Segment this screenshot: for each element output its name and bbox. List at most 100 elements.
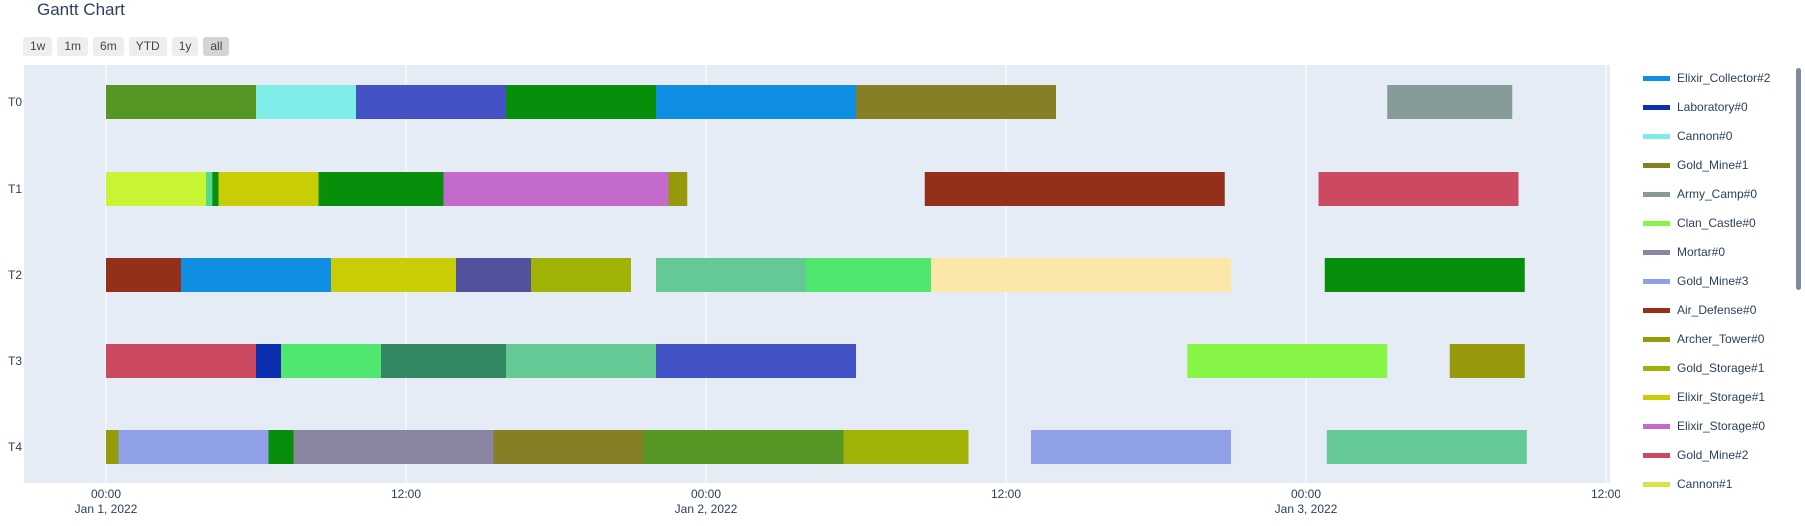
x-tick-label: 00:00 [1291, 487, 1321, 501]
legend: Elixir_Collector#2 Laboratory#0 Cannon#0 Go… [1643, 68, 1793, 488]
gantt-bar [806, 258, 931, 292]
legend-item[interactable]: Clan_Castle#0 [1643, 213, 1756, 233]
legend-swatch [1643, 191, 1670, 197]
legend-label: Gold_Mine#2 [1677, 448, 1749, 462]
legend-item[interactable]: Gold_Mine#3 [1643, 271, 1748, 291]
gantt-bar [212, 172, 219, 206]
gantt-bar [356, 85, 506, 119]
gantt-bar [506, 85, 656, 119]
legend-item[interactable]: Gold_Mine#2 [1643, 445, 1748, 465]
legend-swatch [1643, 104, 1670, 110]
legend-label: Air_Defense#0 [1677, 303, 1757, 317]
legend-swatch [1643, 278, 1670, 284]
gantt-bar [106, 85, 256, 119]
gantt-bar [106, 430, 119, 464]
legend-item[interactable]: Mortar#0 [1643, 242, 1725, 262]
range-button-1y[interactable]: 1y [171, 37, 199, 56]
gantt-bar [256, 85, 356, 119]
legend-label: Mortar#0 [1677, 245, 1726, 259]
x-tick-date: Jan 2, 2022 [675, 502, 738, 516]
legend-label: Clan_Castle#0 [1677, 216, 1756, 230]
legend-label: Gold_Storage#1 [1677, 361, 1765, 375]
gantt-bar [456, 258, 531, 292]
legend-label: Army_Camp#0 [1677, 187, 1758, 201]
legend-item[interactable]: Gold_Storage#1 [1643, 358, 1764, 378]
gantt-bar [331, 258, 456, 292]
chart-title: Gantt Chart [37, 0, 125, 19]
legend-swatch [1643, 162, 1670, 168]
legend-swatch [1643, 249, 1670, 255]
range-button-6m[interactable]: 6m [93, 37, 124, 56]
legend-item[interactable]: Gold_Mine#1 [1643, 155, 1748, 175]
range-selector: 1w 1m 6m YTD 1y all [23, 37, 230, 56]
legend-label: Elixir_Storage#0 [1677, 419, 1766, 433]
y-tick-label: T3 [8, 354, 22, 368]
legend-swatch [1643, 336, 1670, 342]
legend-item[interactable]: Laboratory#0 [1643, 97, 1748, 117]
legend-item[interactable]: Elixir_Collector#2 [1643, 68, 1770, 88]
legend-label: Gold_Mine#3 [1677, 274, 1749, 288]
gantt-bar [531, 258, 631, 292]
legend-label: Archer_Tower#0 [1677, 332, 1765, 346]
legend-swatch [1643, 75, 1670, 81]
y-tick-label: T0 [8, 95, 22, 109]
gantt-bar [1031, 430, 1231, 464]
gantt-bar [924, 172, 1225, 206]
legend-item[interactable]: Archer_Tower#0 [1643, 329, 1764, 349]
legend-swatch [1643, 307, 1670, 313]
range-button-all[interactable]: all [203, 37, 230, 56]
y-tick-label: T2 [8, 268, 22, 282]
gantt-bar [506, 344, 656, 378]
x-tick-label: 12:00 [391, 487, 421, 501]
range-button-1w[interactable]: 1w [23, 37, 53, 56]
gantt-bar [318, 172, 444, 206]
x-tick-label: 12:00 [1591, 487, 1620, 501]
gantt-bar [1449, 344, 1525, 378]
legend-swatch [1643, 133, 1670, 139]
y-tick-label: T4 [8, 440, 22, 454]
legend-label: Elixir_Storage#1 [1677, 390, 1766, 404]
legend-item[interactable]: Cannon#1 [1643, 474, 1732, 488]
legend-swatch [1643, 365, 1670, 371]
legend-label: Cannon#1 [1677, 477, 1733, 488]
gantt-bar [381, 344, 506, 378]
gantt-bar [1326, 430, 1527, 464]
gantt-bar [1187, 344, 1388, 378]
legend-item[interactable]: Elixir_Storage#1 [1643, 387, 1765, 407]
legend-item[interactable]: Air_Defense#0 [1643, 300, 1756, 320]
gantt-bar [931, 258, 1231, 292]
legend-scrollbar[interactable] [1796, 68, 1801, 290]
gantt-bar [668, 172, 688, 206]
gantt-bar [856, 85, 1056, 119]
gantt-bar [268, 430, 294, 464]
range-button-ytd[interactable]: YTD [128, 37, 167, 56]
gantt-bar [493, 430, 644, 464]
legend-swatch [1643, 452, 1670, 458]
legend-swatch [1643, 220, 1670, 226]
gantt-bar [1387, 85, 1513, 119]
legend-item[interactable]: Army_Camp#0 [1643, 184, 1757, 204]
gantt-bar [293, 430, 494, 464]
legend-label: Elixir_Collector#2 [1677, 71, 1771, 85]
legend-item[interactable]: Cannon#0 [1643, 126, 1732, 146]
gantt-bar [656, 344, 856, 378]
x-tick-label: 12:00 [991, 487, 1021, 501]
legend-label: Gold_Mine#1 [1677, 158, 1749, 172]
gantt-bar [206, 172, 213, 206]
gantt-bar [1324, 258, 1525, 292]
legend-swatch [1643, 481, 1670, 487]
legend-item[interactable]: Elixir_Storage#0 [1643, 416, 1765, 436]
gantt-bar [843, 430, 969, 464]
gantt-bar [443, 172, 669, 206]
legend-swatch [1643, 423, 1670, 429]
range-button-1m[interactable]: 1m [57, 37, 89, 56]
gantt-bar [656, 258, 806, 292]
gantt-bar [106, 344, 256, 378]
y-tick-label: T1 [8, 182, 22, 196]
x-tick-date: Jan 1, 2022 [75, 502, 138, 516]
gantt-bar [256, 344, 281, 378]
x-tick-label: 00:00 [91, 487, 121, 501]
gantt-bar [106, 172, 206, 206]
gantt-bar [1318, 172, 1519, 206]
legend-swatch [1643, 394, 1670, 400]
